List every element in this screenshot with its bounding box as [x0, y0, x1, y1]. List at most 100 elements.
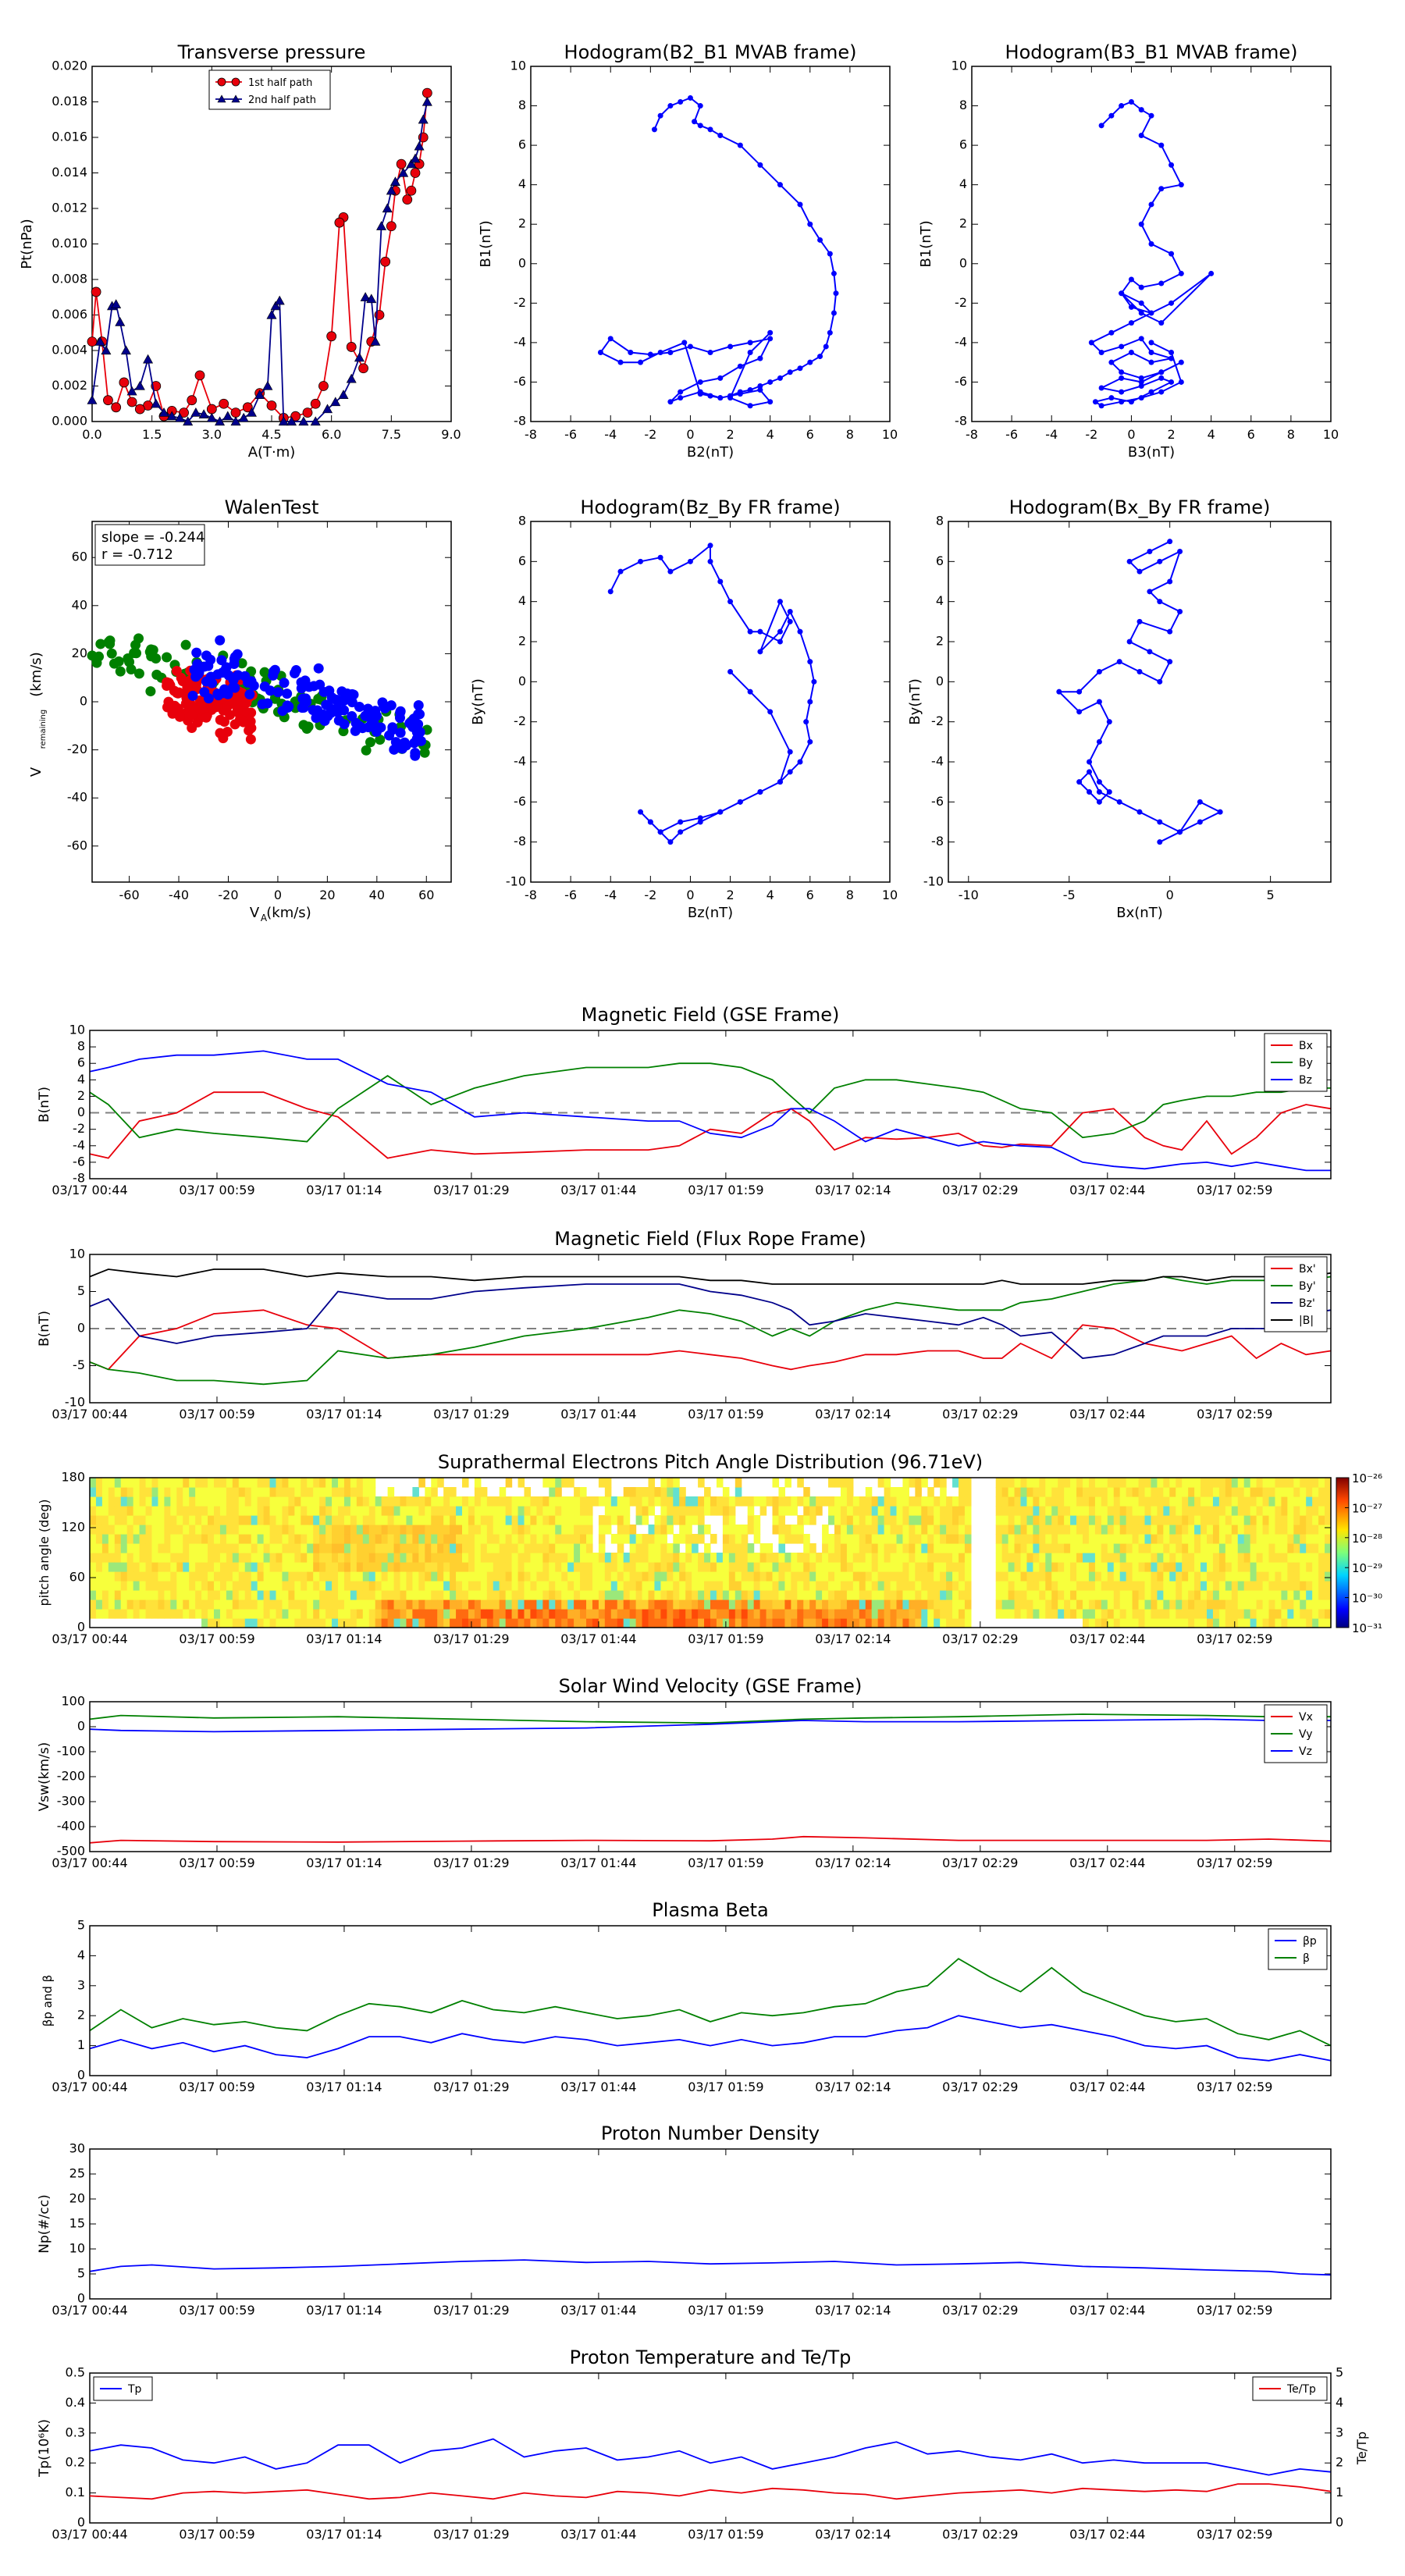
pad-ytick-label: 60	[69, 1570, 85, 1585]
pad-cell	[307, 1599, 314, 1610]
pad-cell	[1287, 1581, 1294, 1591]
pad-cell	[704, 1618, 711, 1628]
pad-cell	[716, 1496, 724, 1507]
pad-cell	[635, 1571, 643, 1582]
pad-cell	[95, 1562, 103, 1572]
pad-cell	[1151, 1525, 1158, 1535]
beta-frame	[89, 1925, 1332, 2076]
h3-title: Hodogram(Bz_By FR frame)	[580, 496, 840, 518]
h2-point	[1138, 383, 1144, 389]
pad-cell	[362, 1618, 370, 1628]
pad-cell	[393, 1581, 401, 1591]
tpt-ylabel: Tp(10⁶K)	[37, 2419, 52, 2478]
pad-cell	[1176, 1599, 1183, 1610]
pad-cell	[1275, 1534, 1282, 1544]
pad-cell	[1163, 1599, 1170, 1610]
pad-cell	[251, 1506, 258, 1516]
pad-cell	[797, 1534, 804, 1544]
pad-cell	[1194, 1618, 1201, 1628]
pad-colorbar	[1336, 1477, 1350, 1628]
pad-cell	[909, 1534, 916, 1544]
walen-point	[212, 669, 223, 680]
pad-cell	[1188, 1506, 1195, 1516]
pad-cell	[542, 1581, 550, 1591]
np-frame	[89, 2148, 1332, 2300]
walen-point	[219, 684, 229, 695]
pad-cell	[654, 1487, 661, 1497]
pad-cell	[208, 1609, 215, 1619]
pad-cell	[244, 1543, 252, 1553]
tp-point	[206, 404, 217, 415]
pad-cell	[1207, 1571, 1214, 1582]
pad-cell	[319, 1581, 326, 1591]
pad-cell	[151, 1525, 159, 1535]
pad-cell	[871, 1562, 879, 1572]
pad-cell	[617, 1515, 624, 1525]
pad-cell	[1051, 1478, 1058, 1488]
h4-point	[1197, 799, 1203, 805]
pad-cell	[561, 1590, 568, 1600]
pad-cell	[1212, 1525, 1220, 1535]
pad-cell	[195, 1590, 202, 1600]
pad-cell	[288, 1543, 295, 1553]
beta-series-βp	[89, 2015, 1332, 2062]
pad-cell	[685, 1553, 692, 1563]
pad-cell	[301, 1534, 308, 1544]
pad-cell	[1026, 1525, 1033, 1535]
pad-cell	[319, 1506, 326, 1516]
pad-cell	[604, 1496, 612, 1507]
pad-cell	[1218, 1609, 1226, 1619]
pad-cell	[511, 1609, 519, 1619]
pad-cell	[332, 1543, 339, 1553]
pad-cell	[176, 1590, 183, 1600]
pad-cell	[511, 1562, 519, 1572]
pad-cell	[865, 1487, 873, 1497]
h1-ytick-label: 6	[518, 137, 526, 152]
pad-cell	[176, 1515, 183, 1525]
pad-cell	[877, 1562, 885, 1572]
pad-cell	[151, 1506, 159, 1516]
pad-cell	[1293, 1487, 1300, 1497]
pad-cell	[1119, 1487, 1127, 1497]
pad-cell	[95, 1581, 103, 1591]
h4-xtick-label: -10	[959, 888, 979, 902]
pad-cell	[443, 1525, 450, 1535]
pad-cell	[232, 1599, 240, 1610]
pad-cell	[921, 1590, 928, 1600]
pad-cell	[840, 1478, 848, 1488]
pad-cell	[393, 1496, 401, 1507]
pad-cell	[772, 1496, 780, 1507]
pad-cell	[654, 1496, 661, 1507]
pad-cell	[555, 1562, 562, 1572]
pad-cell	[1163, 1562, 1170, 1572]
pad-cell	[418, 1496, 425, 1507]
h3-ytick-label: 6	[518, 553, 526, 568]
pad-cell	[1169, 1515, 1176, 1525]
h4-point	[1096, 779, 1102, 785]
pad-cell	[995, 1609, 1003, 1619]
pad-cell	[822, 1562, 829, 1572]
pad-cell	[1020, 1515, 1028, 1525]
pad-cell	[1083, 1478, 1090, 1488]
pad-cell	[319, 1543, 326, 1553]
pad-cell	[1225, 1599, 1232, 1610]
pad-cell	[1312, 1590, 1319, 1600]
pad-cell	[443, 1571, 450, 1582]
h4-point	[1106, 719, 1112, 725]
pad-cell	[816, 1496, 823, 1507]
pad-cell	[561, 1496, 568, 1507]
pad-cell	[307, 1478, 314, 1488]
pad-cell	[1058, 1496, 1065, 1507]
pad-cell	[1088, 1506, 1096, 1516]
pad-cell	[381, 1506, 389, 1516]
tp-series-line	[91, 93, 429, 419]
pad-cell	[1144, 1562, 1152, 1572]
pad-cell	[1176, 1515, 1183, 1525]
pad-cell	[710, 1571, 717, 1582]
pad-cell	[753, 1534, 761, 1544]
tp-point	[187, 395, 197, 406]
pad-cell	[1076, 1543, 1083, 1553]
pad-cell	[1194, 1553, 1201, 1563]
pad-cells	[90, 1478, 1332, 1628]
pad-cell	[120, 1525, 128, 1535]
